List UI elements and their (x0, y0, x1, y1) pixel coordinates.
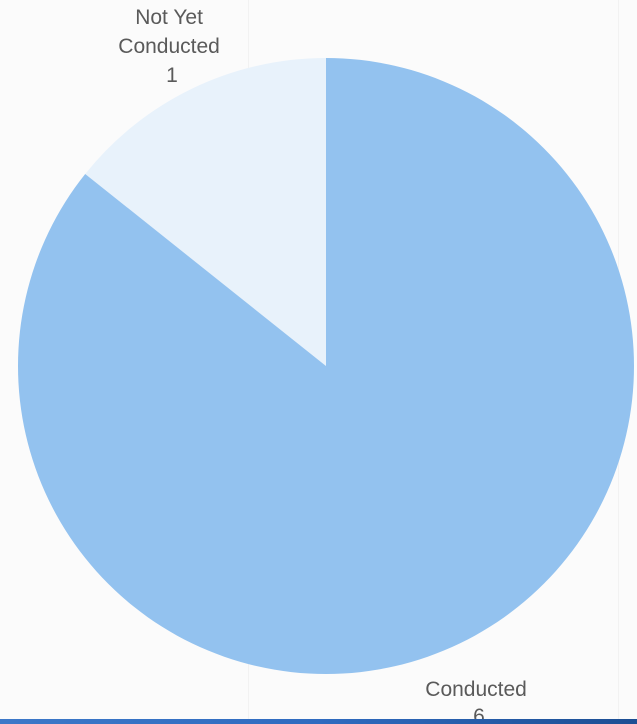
bottom-border-bar (0, 719, 637, 724)
pie-slice-not-yet-conducted (85, 58, 327, 366)
pie-slices (18, 58, 635, 674)
slice-label-not-yet-conducted: Not Yet Conducted 1 (118, 6, 225, 87)
pie-slice-conducted (18, 58, 635, 674)
pie-labels: Not Yet Conducted 1 Conducted 6 (118, 6, 532, 724)
slice-label-conducted: Conducted 6 (425, 678, 532, 724)
